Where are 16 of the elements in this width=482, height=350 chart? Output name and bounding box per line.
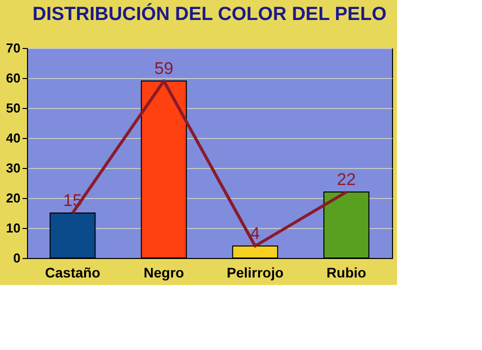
data-label: 59 xyxy=(154,59,174,78)
chart-title: DISTRIBUCIÓN DEL COLOR DEL PELO xyxy=(32,3,386,25)
y-tick-label: 70 xyxy=(6,40,20,56)
y-tick-label: 50 xyxy=(6,100,20,116)
data-label: 4 xyxy=(250,224,260,243)
y-tick-label: 60 xyxy=(6,70,20,86)
x-tick-label: Rubio xyxy=(326,264,366,280)
y-tick-label: 20 xyxy=(6,190,20,206)
y-tick-label: 10 xyxy=(6,220,20,236)
y-tick-label: 40 xyxy=(6,130,20,146)
data-label: 22 xyxy=(336,170,356,189)
y-tick-label: 30 xyxy=(6,160,20,176)
y-tick-label: 0 xyxy=(13,250,20,266)
x-tick-label: Negro xyxy=(144,264,184,280)
x-tick-label: Castaño xyxy=(45,264,100,280)
x-tick-label: Pelirrojo xyxy=(226,264,284,280)
